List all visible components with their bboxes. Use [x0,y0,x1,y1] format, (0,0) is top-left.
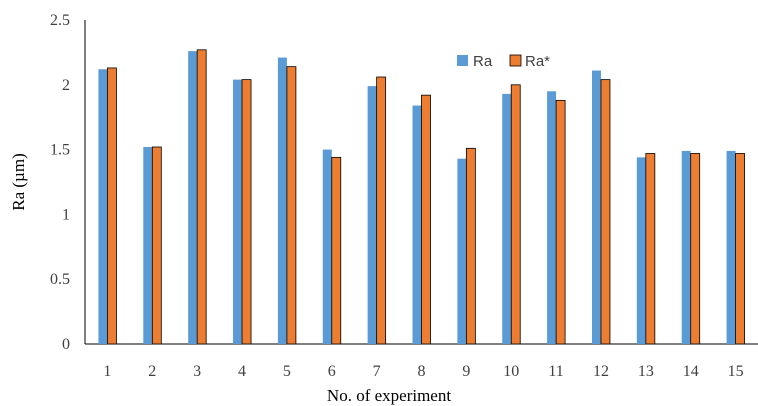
bar-ra [233,79,243,344]
bar-ra [636,157,646,344]
y-tick-label: 2 [62,77,70,94]
bar-ra [502,93,512,344]
bar-ra-star [735,153,745,345]
bar-ra [547,91,557,344]
x-tick-label: 11 [548,363,563,380]
bar-ra-star [465,147,476,345]
y-tick-label: 0.5 [50,271,70,288]
y-tick-labels: 0 0.5 1 1.5 2 2.5 [50,12,70,353]
bar-ra-star [376,76,387,345]
x-tick-label: 14 [683,363,699,380]
bar-ra-star [510,84,521,345]
x-tick-label: 15 [728,363,744,380]
x-tick-label: 4 [238,363,246,380]
bar-ra-star [241,79,252,345]
y-tick-label: 1 [62,206,70,223]
bar-ra [277,57,287,345]
x-tick-label: 8 [418,363,426,380]
bar-ra [412,105,422,344]
bar-ra [143,147,153,344]
legend-swatch-ra-star [509,54,522,67]
x-tick-label: 1 [103,363,111,380]
x-tick-label: 7 [373,363,381,380]
x-tick-label: 6 [328,363,336,380]
bar-ra-star [107,67,117,345]
bar-ra-star [151,146,162,345]
y-tick-label: 1.5 [50,142,70,159]
bar-ra [726,150,736,344]
bar-ra-star [555,99,566,345]
bar-ra [457,158,467,344]
y-tick-label: 2.5 [50,12,70,29]
x-tick-label: 2 [148,363,156,380]
legend-label-ra: Ra [473,53,493,70]
legend: Ra Ra* [457,53,550,70]
bar-ra-star [600,79,611,345]
bar-ra [188,51,198,344]
legend-swatch-ra [457,55,468,66]
y-tick-label: 0 [62,336,70,353]
bar-ra-star [421,94,431,345]
bar-ra-star [286,66,297,345]
x-axis-title: No. of experiment [327,386,451,405]
bar-ra [367,86,377,344]
x-tick-label: 10 [503,363,519,380]
y-axis-title: Ra (µm) [9,153,28,210]
x-tick-label: 5 [283,363,291,380]
bar-ra [98,69,108,345]
bar-series [98,49,745,345]
bar-ra-star [645,153,656,345]
bar-ra-star [196,49,207,345]
x-tick-label: 13 [638,363,654,380]
bar-ra [681,150,691,344]
bar-ra-star [690,153,701,345]
x-tick-label: 9 [462,363,470,380]
legend-label-ra-star: Ra* [525,53,550,70]
bar-ra-star [331,156,342,345]
x-tick-labels: 1 2 3 4 5 6 7 8 9 10 11 12 13 14 15 [103,363,743,380]
bar-ra [322,149,332,344]
x-tick-label: 12 [593,363,609,380]
bar-ra [591,70,601,344]
x-tick-label: 3 [193,363,201,380]
